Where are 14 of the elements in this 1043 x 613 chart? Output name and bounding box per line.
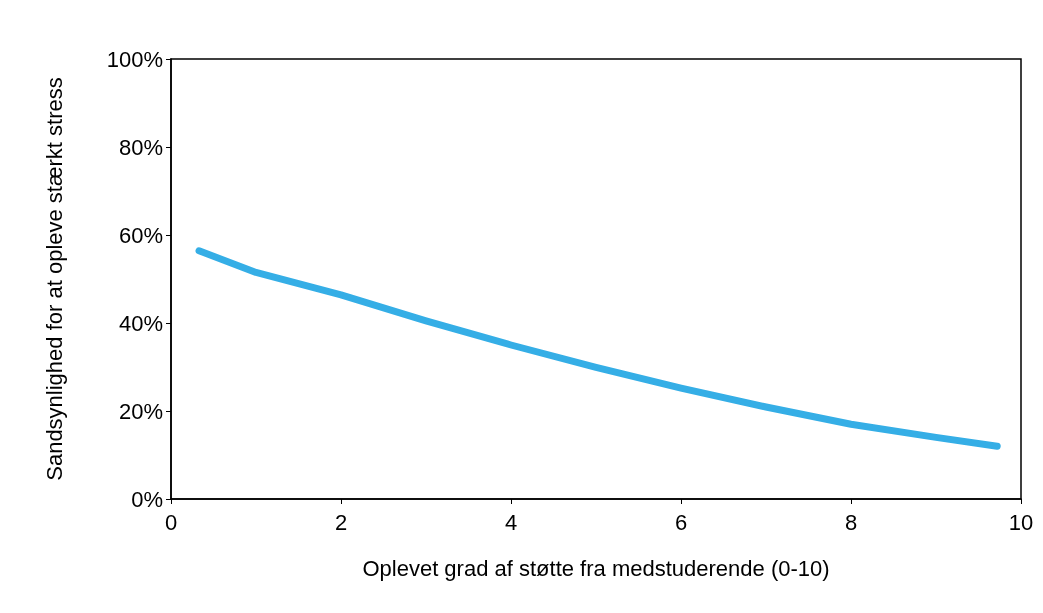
y-tick-label: 40% (118, 310, 163, 336)
x-tick-label: 10 (1008, 509, 1034, 535)
x-tick-label: 6 (674, 509, 688, 535)
x-tick-label: 8 (844, 509, 858, 535)
y-tick-label: 20% (118, 398, 163, 424)
x-tick-label: 4 (504, 509, 518, 535)
x-tick-label: 2 (334, 509, 348, 535)
y-tick-label: 0% (131, 486, 163, 512)
y-tick-label: 60% (118, 222, 163, 248)
y-tick-label: 80% (118, 134, 163, 160)
x-axis-title: Oplevet grad af støtte fra medstuderende (0-10) (362, 555, 830, 581)
x-tick-label: 0 (164, 509, 178, 535)
y-tick-label: 100% (106, 46, 163, 72)
y-axis-title: Sandsynlighed for at opleve stærkt stress (41, 77, 67, 481)
